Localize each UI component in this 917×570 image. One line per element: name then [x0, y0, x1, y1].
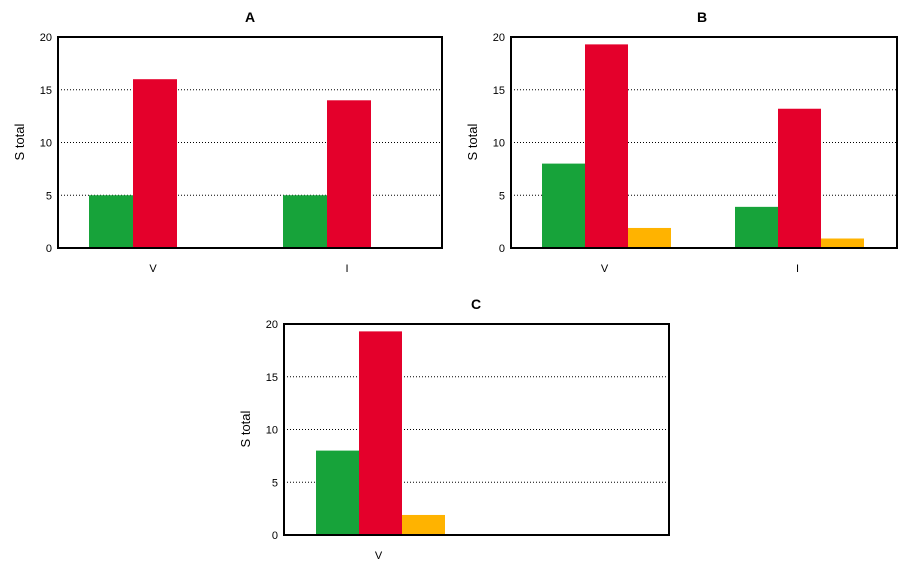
y-tick-label: 15 [266, 372, 278, 384]
y-axis-label: S total [238, 410, 253, 447]
y-tick-label: 20 [266, 319, 278, 331]
category-label: V [601, 263, 609, 275]
bar-v-series-1 [316, 450, 359, 535]
bar-i-series-2 [327, 100, 371, 248]
y-tick-label: 5 [499, 190, 505, 202]
y-tick-label: 0 [499, 243, 505, 255]
chart-panel-c: 0 5 10 15 20 V C S total [238, 296, 670, 562]
chart-panel-b: 0 5 10 15 20 V I B S total [465, 9, 898, 275]
category-label: I [796, 263, 799, 275]
y-tick-label: 20 [40, 32, 52, 44]
bar-v-series-2 [359, 331, 402, 535]
y-tick-label: 10 [493, 138, 505, 150]
plot-frame [283, 323, 670, 536]
bar-v-series-3 [402, 514, 445, 535]
y-tick-label: 0 [46, 243, 52, 255]
y-tick-label: 10 [40, 138, 52, 150]
bar-v-series-3 [628, 227, 671, 248]
plot-frame [510, 36, 898, 249]
y-tick-label: 15 [493, 85, 505, 97]
y-tick-label: 5 [46, 190, 52, 202]
bar-v-series-1 [89, 195, 133, 248]
y-tick-label: 0 [272, 530, 278, 542]
bar-i-series-2 [778, 108, 821, 249]
y-tick-label: 20 [493, 32, 505, 44]
y-axis-label: S total [12, 123, 27, 160]
category-label: V [375, 550, 383, 562]
bar-i-series-1 [735, 206, 778, 248]
panel-title: A [245, 9, 255, 25]
y-axis-label: S total [465, 123, 480, 160]
bar-v-series-2 [585, 44, 628, 249]
bar-v-series-1 [542, 163, 585, 248]
plot-frame [57, 36, 443, 249]
category-label: V [149, 263, 157, 275]
bar-v-series-2 [133, 79, 177, 248]
bar-i-series-3 [821, 238, 864, 248]
y-tick-label: 5 [272, 477, 278, 489]
chart-panel-a: 0 5 10 15 20 V I A S total [12, 9, 443, 275]
panel-title: B [697, 9, 707, 25]
panel-title: C [471, 296, 481, 312]
y-tick-label: 10 [266, 425, 278, 437]
category-label: I [345, 263, 348, 275]
bar-i-series-1 [283, 195, 327, 248]
y-tick-label: 15 [40, 85, 52, 97]
